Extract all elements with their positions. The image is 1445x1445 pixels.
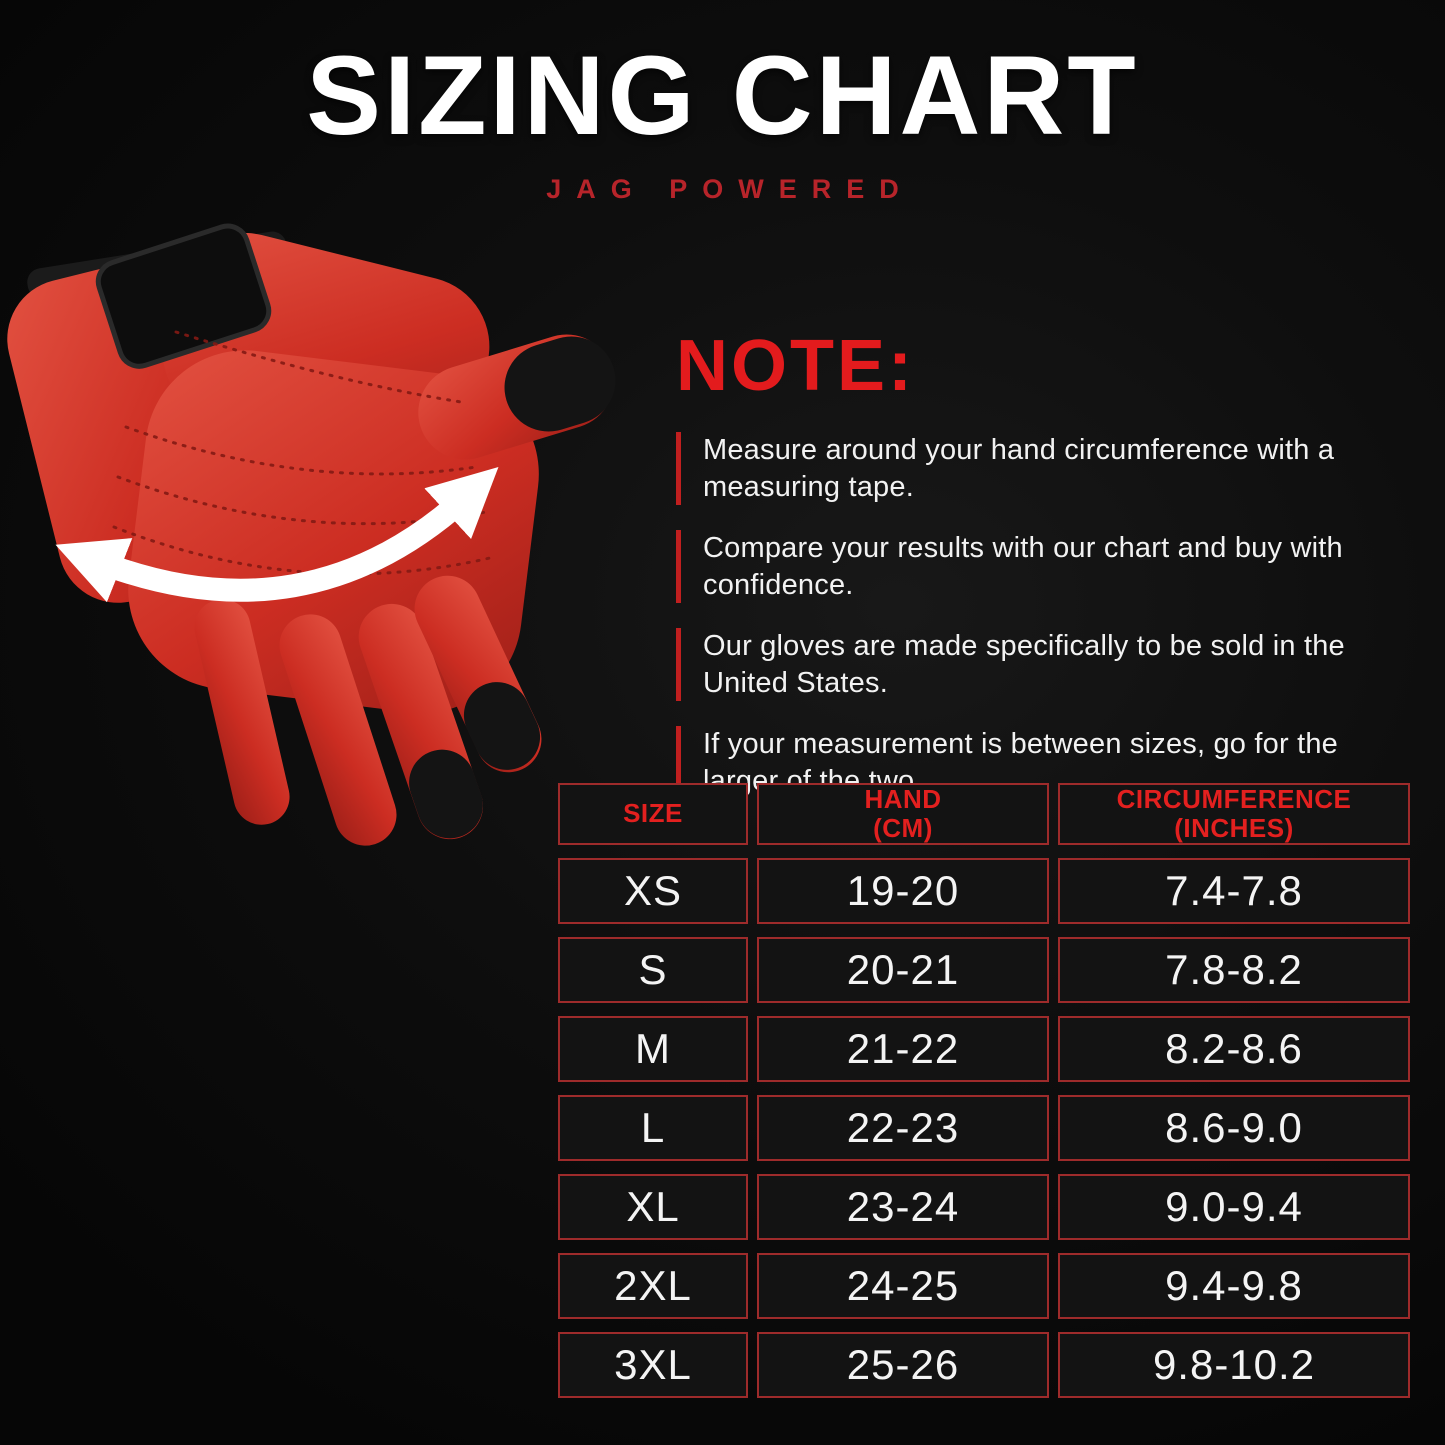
- size-cell: XL: [558, 1174, 748, 1240]
- note-bullet: Our gloves are made specifically to be s…: [676, 628, 1371, 702]
- size-cell: 3XL: [558, 1332, 748, 1398]
- circumference-cell: 7.8-8.2: [1058, 937, 1410, 1003]
- circumference-cell: 9.8-10.2: [1058, 1332, 1410, 1398]
- size-table: SIZE HAND (CM) CIRCUMFERENCE (INCHES) XS…: [558, 783, 1410, 1398]
- glove-photo: [7, 223, 616, 846]
- column-header-text: SIZE: [623, 798, 683, 829]
- circumference-arrow-icon: [55, 466, 499, 603]
- column-header-text: HAND: [864, 783, 942, 814]
- page-title: SIZING CHART: [306, 33, 1139, 158]
- note-bullet: Compare your results with our chart and …: [676, 530, 1371, 604]
- brand-subtitle: JAG POWERED: [546, 174, 914, 204]
- hand-cm-cell: 20-21: [757, 937, 1049, 1003]
- hand-cm-cell: 22-23: [757, 1095, 1049, 1161]
- note-section: NOTE: Measure around your hand circumfer…: [676, 330, 1418, 824]
- thumb-touch-tip: [504, 336, 616, 432]
- hand-cm-cell: 19-20: [757, 858, 1049, 924]
- hand-cm-cell: 21-22: [757, 1016, 1049, 1082]
- column-header-hand-cm: HAND (CM): [757, 783, 1049, 845]
- size-cell: 2XL: [558, 1253, 748, 1319]
- size-cell: M: [558, 1016, 748, 1082]
- circumference-cell: 8.6-9.0: [1058, 1095, 1410, 1161]
- note-bullet: Measure around your hand circumference w…: [676, 432, 1371, 506]
- column-header-text: (INCHES): [1174, 813, 1294, 843]
- note-list: Measure around your hand circumference w…: [676, 432, 1418, 800]
- circumference-cell: 7.4-7.8: [1058, 858, 1410, 924]
- glove-shape: [7, 223, 616, 846]
- hand-cm-cell: 24-25: [757, 1253, 1049, 1319]
- hand-cm-cell: 23-24: [757, 1174, 1049, 1240]
- circumference-cell: 9.4-9.8: [1058, 1253, 1410, 1319]
- note-heading: NOTE:: [676, 326, 915, 406]
- column-header-circumference: CIRCUMFERENCE (INCHES): [1058, 783, 1410, 845]
- circumference-cell: 8.2-8.6: [1058, 1016, 1410, 1082]
- velcro-patch: [95, 223, 272, 369]
- column-header-text: CIRCUMFERENCE: [1116, 783, 1352, 814]
- note-bullet: If your measurement is between sizes, go…: [676, 726, 1371, 800]
- column-header-size: SIZE: [558, 783, 748, 845]
- size-cell: L: [558, 1095, 748, 1161]
- circumference-cell: 9.0-9.4: [1058, 1174, 1410, 1240]
- finger-touch-tip: [463, 682, 541, 770]
- size-cell: S: [558, 937, 748, 1003]
- column-header-text: (CM): [873, 813, 933, 843]
- finger-touch-tip: [409, 749, 483, 839]
- hand-cm-cell: 25-26: [757, 1332, 1049, 1398]
- size-cell: XS: [558, 858, 748, 924]
- page-header: SIZING CHART JAG POWERED: [0, 40, 1445, 205]
